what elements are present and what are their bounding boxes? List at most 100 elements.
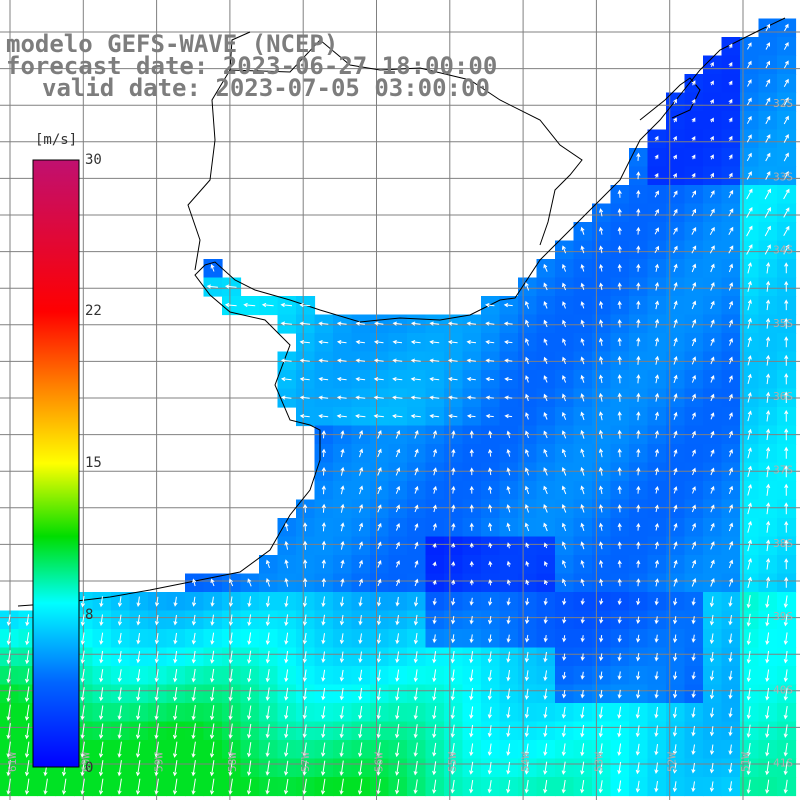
wind-arrow: [764, 188, 771, 200]
wind-arrow: [710, 449, 715, 457]
wind-arrow: [117, 669, 122, 683]
wind-arrow: [506, 634, 511, 643]
wind-arrow: [543, 448, 548, 457]
wind-arrow: [636, 411, 641, 421]
wind-arrow: [228, 687, 233, 702]
wind-arrow: [617, 522, 622, 531]
colorbar-tick: 0: [85, 760, 94, 776]
wind-arrow: [562, 578, 567, 587]
wind-arrow: [765, 706, 770, 720]
wind-arrow: [672, 725, 677, 737]
wind-arrow: [448, 414, 458, 419]
wind-arrow: [728, 504, 734, 513]
wind-arrow: [117, 687, 122, 702]
wind-arrow: [654, 522, 659, 531]
wind-arrow: [636, 467, 641, 476]
wind-arrow: [321, 577, 326, 587]
wind-arrow: [303, 522, 308, 532]
wind-arrow: [561, 761, 566, 775]
wind-arrow: [636, 355, 641, 365]
wind-arrow: [25, 668, 30, 684]
wind-arrow: [746, 97, 752, 106]
wind-arrow: [173, 651, 178, 664]
wind-arrow: [466, 321, 477, 326]
wind-arrow: [543, 542, 548, 549]
wind-arrow: [709, 596, 714, 608]
wind-arrow: [783, 669, 788, 683]
wind-arrow: [392, 340, 403, 345]
wind-arrow: [373, 376, 384, 382]
wind-arrow: [580, 319, 585, 328]
wind-arrow: [543, 301, 548, 309]
wind-arrow: [377, 430, 382, 439]
wind-arrow: [673, 430, 678, 439]
wind-arrow: [599, 616, 604, 624]
wind-arrow: [543, 670, 548, 682]
wind-arrow: [617, 743, 622, 757]
wind-arrow: [673, 374, 678, 384]
wind-arrow: [580, 578, 585, 587]
wind-arrow: [691, 559, 697, 569]
wind-arrow: [284, 596, 289, 608]
wind-arrow: [673, 541, 678, 550]
wind-arrow: [673, 227, 678, 235]
wind-arrow: [783, 687, 788, 701]
wind-arrow: [135, 760, 141, 777]
wind-arrow: [355, 395, 366, 400]
wind-arrow: [783, 188, 790, 200]
wind-arrow: [136, 669, 141, 683]
wind-arrow: [265, 559, 270, 569]
wind-arrow: [321, 614, 326, 626]
colorbar-tick: 30: [85, 152, 102, 168]
wind-arrow: [599, 671, 604, 680]
wind-arrow: [373, 395, 384, 400]
wind-arrow: [580, 429, 585, 439]
wind-arrow: [506, 522, 511, 532]
wind-arrow: [561, 725, 566, 738]
wind-arrow: [320, 778, 326, 795]
wind-arrow: [432, 651, 437, 664]
wind-arrow: [451, 448, 456, 457]
wind-arrow: [524, 779, 529, 794]
wind-arrow: [395, 651, 400, 664]
wind-arrow: [432, 687, 437, 701]
wind-arrow: [673, 597, 678, 606]
wind-arrow: [321, 596, 326, 608]
wind-arrow: [654, 689, 659, 699]
wind-arrow: [710, 559, 715, 569]
wind-arrow: [506, 467, 511, 476]
wind-arrow: [487, 780, 492, 794]
wind-arrow: [617, 466, 622, 476]
wind-arrow: [321, 522, 326, 532]
wind-arrow: [784, 446, 789, 459]
wind-arrow: [413, 669, 418, 683]
wind-arrow: [709, 245, 715, 254]
wind-arrow: [783, 133, 789, 143]
wind-arrow: [599, 559, 604, 568]
wind-arrow: [117, 596, 122, 608]
wind-arrow: [673, 653, 678, 662]
wind-arrow: [432, 706, 437, 720]
wind-arrow: [765, 595, 770, 609]
wind-arrow: [673, 690, 678, 699]
wind-arrow: [691, 393, 696, 402]
wind-arrow: [691, 80, 696, 86]
wind-arrow: [432, 522, 437, 531]
wind-arrow: [525, 560, 530, 567]
wind-arrow: [191, 650, 196, 664]
wind-arrow: [525, 319, 529, 328]
wind-arrow: [395, 705, 400, 720]
wind-arrow: [469, 688, 474, 701]
wind-arrow: [654, 504, 659, 513]
wind-arrow: [691, 467, 696, 476]
wind-arrow: [654, 559, 659, 568]
wind-arrow: [636, 689, 641, 699]
wind-arrow: [691, 117, 696, 123]
wind-arrow: [580, 635, 585, 643]
wind-arrow: [599, 522, 604, 531]
wind-arrow: [410, 321, 421, 326]
wind-arrow: [673, 208, 678, 217]
wind-arrow: [432, 724, 437, 739]
wind-arrow: [321, 540, 326, 550]
